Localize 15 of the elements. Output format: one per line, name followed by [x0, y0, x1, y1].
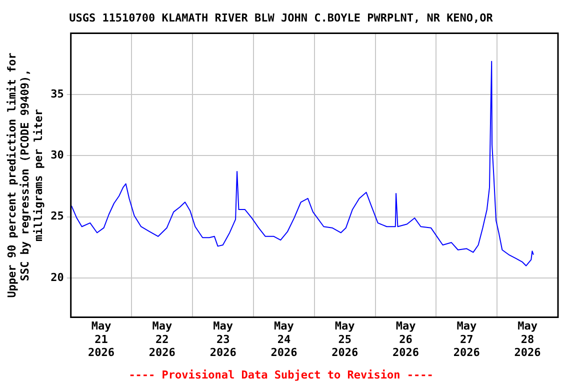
y-tick-label: 20: [50, 270, 64, 284]
y-tick-label: 35: [50, 87, 64, 100]
x-tick-label: May 24 2026: [270, 320, 298, 360]
y-axis-title: Upper 90 percent prediction limit for SSC by regression (PCODE 99409), milligrams per liter: [5, 52, 45, 298]
x-tick-label: May 26 2026: [392, 320, 420, 360]
text: ---- Provisional Data Subject to Revision ----: [128, 368, 434, 382]
x-tick-label: May 22 2026: [148, 320, 176, 360]
y-tick-label: 30: [50, 148, 64, 162]
x-tick-label: May 25 2026: [332, 320, 358, 360]
y-tick-label: 25: [50, 210, 64, 223]
x-tick-label: May 21 2026: [88, 320, 115, 360]
x-tick-label: May 28 2026: [514, 320, 542, 360]
x-tick-label: May 27 2026: [453, 320, 480, 360]
x-tick-label: May 23 2026: [210, 320, 237, 360]
chart-title: USGS 11510700 KLAMATH RIVER BLW JOHN C.BOYLE PWRPLNT, NR KENO,OR: [69, 11, 494, 24]
